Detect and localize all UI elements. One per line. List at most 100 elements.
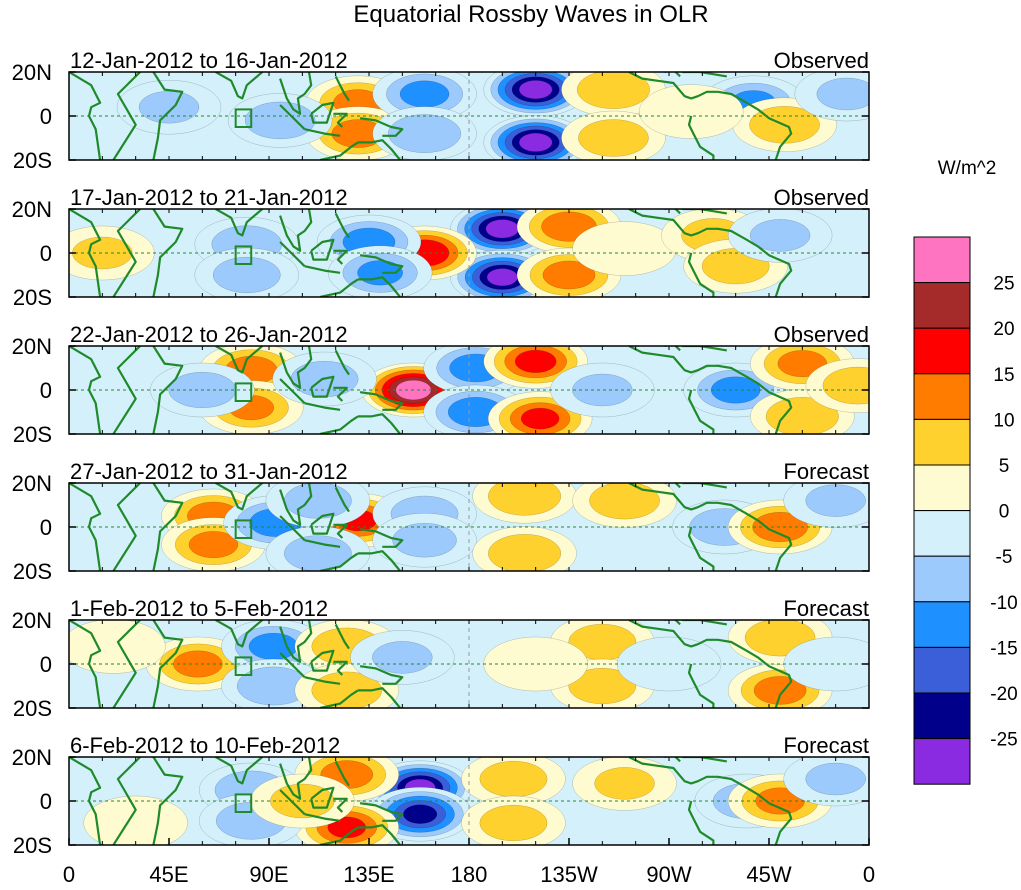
contour-band	[749, 219, 811, 252]
colorbar-label: -5	[996, 547, 1013, 568]
panel-date-range: 17-Jan-2012 to 21-Jan-2012	[70, 185, 348, 210]
anomaly-blob	[487, 391, 593, 434]
x-tick-label: 90W	[646, 862, 691, 887]
coastline	[319, 826, 359, 845]
contour-band	[822, 366, 869, 405]
anomaly-blob	[805, 358, 869, 413]
anomaly-blob	[372, 512, 477, 568]
y-tick-label: 20S	[13, 148, 52, 173]
coastline	[682, 346, 727, 352]
colorbar-swatch	[913, 418, 971, 466]
panel-status: Observed	[774, 48, 869, 73]
coastline	[687, 526, 715, 571]
coastline	[215, 72, 264, 100]
coastline	[279, 789, 306, 815]
colorbar-label: 0	[999, 502, 1010, 523]
coastline	[215, 757, 264, 785]
colorbar-swatch	[913, 236, 971, 284]
anomaly-blob	[572, 483, 677, 528]
contour-band	[244, 101, 316, 140]
coastline	[279, 72, 313, 115]
contour-band	[283, 535, 352, 571]
coastline	[69, 757, 102, 845]
contour-band	[572, 221, 677, 276]
coastline	[279, 346, 313, 389]
coastline	[357, 139, 401, 160]
coastline	[628, 757, 793, 845]
anomaly-blob	[483, 72, 588, 117]
reference-box	[234, 793, 253, 814]
coastline	[304, 676, 341, 685]
anomaly-blob	[83, 795, 188, 845]
contour-band	[488, 483, 562, 516]
anomaly-blob	[461, 795, 566, 845]
coastline	[333, 249, 348, 265]
anomaly-blob	[69, 225, 155, 281]
colorbar-swatch	[913, 692, 971, 740]
coastline	[279, 483, 313, 526]
colorbar-swatch	[913, 373, 971, 420]
coastline	[359, 117, 404, 137]
panel-status: Observed	[774, 185, 869, 210]
x-tick-label: 180	[451, 862, 488, 887]
y-tick-label: 20N	[12, 60, 52, 85]
panel-plot-area	[69, 209, 869, 297]
contour-band	[212, 256, 281, 294]
contour-band	[805, 762, 866, 796]
anomaly-blob	[561, 110, 666, 160]
coastline	[664, 72, 681, 78]
reference-box	[234, 108, 253, 129]
y-tick-label: 20S	[13, 696, 52, 721]
coastline	[357, 276, 401, 297]
reference-box	[234, 656, 253, 677]
y-tick-label: 20S	[13, 833, 52, 858]
coastline	[333, 112, 348, 128]
coastline	[319, 141, 359, 160]
coastline	[69, 620, 102, 708]
coastline	[628, 483, 793, 571]
panel-plot-area	[69, 346, 869, 434]
contour-band	[518, 132, 553, 152]
contour-band	[518, 80, 553, 100]
anomaly-blob	[265, 526, 371, 571]
y-tick-label: 0	[40, 241, 52, 266]
x-axis: 0 45E 90E 135E 180 135W 90W 45W 0	[63, 72, 875, 887]
contour-band	[594, 767, 655, 800]
anomaly-blob	[783, 636, 869, 692]
panel-status: Forecast	[783, 596, 869, 621]
coastline	[334, 212, 350, 239]
coastline	[682, 209, 727, 215]
anomaly-blob	[638, 84, 744, 139]
panels: 20N 0 20S 12-Jan-2012 to 16-Jan-2012 Observe…	[12, 48, 870, 858]
coastline	[152, 346, 184, 434]
coastline	[334, 623, 350, 650]
contour-band	[568, 667, 637, 705]
panel-3: 20N 0 20S 22-Jan-2012 to 26-Jan-2012 Observe…	[12, 322, 870, 447]
contour-band	[753, 676, 807, 705]
coastline	[279, 209, 313, 252]
coastline	[628, 209, 793, 297]
coastline	[359, 528, 404, 548]
coastline	[682, 483, 727, 489]
coastline	[112, 72, 141, 160]
anomaly-blob	[116, 79, 222, 135]
coastline	[359, 802, 404, 822]
contour-band	[138, 90, 200, 124]
coastline	[112, 346, 141, 434]
contour-band	[311, 671, 383, 708]
coastline	[334, 75, 350, 102]
coastline	[628, 72, 793, 160]
anomaly-blob	[327, 245, 433, 297]
colorbar-label: -25	[990, 730, 1017, 751]
panel-date-range: 1-Feb-2012 to 5-Feb-2012	[70, 596, 328, 621]
contour-band	[589, 483, 660, 520]
coastline	[664, 346, 681, 352]
anomaly-blob	[794, 72, 869, 122]
coastline	[279, 757, 313, 800]
anomaly-blob	[69, 620, 166, 674]
contour-band	[488, 534, 562, 571]
contour-band	[188, 531, 239, 559]
contour-band	[483, 636, 588, 692]
coastline	[664, 620, 681, 626]
